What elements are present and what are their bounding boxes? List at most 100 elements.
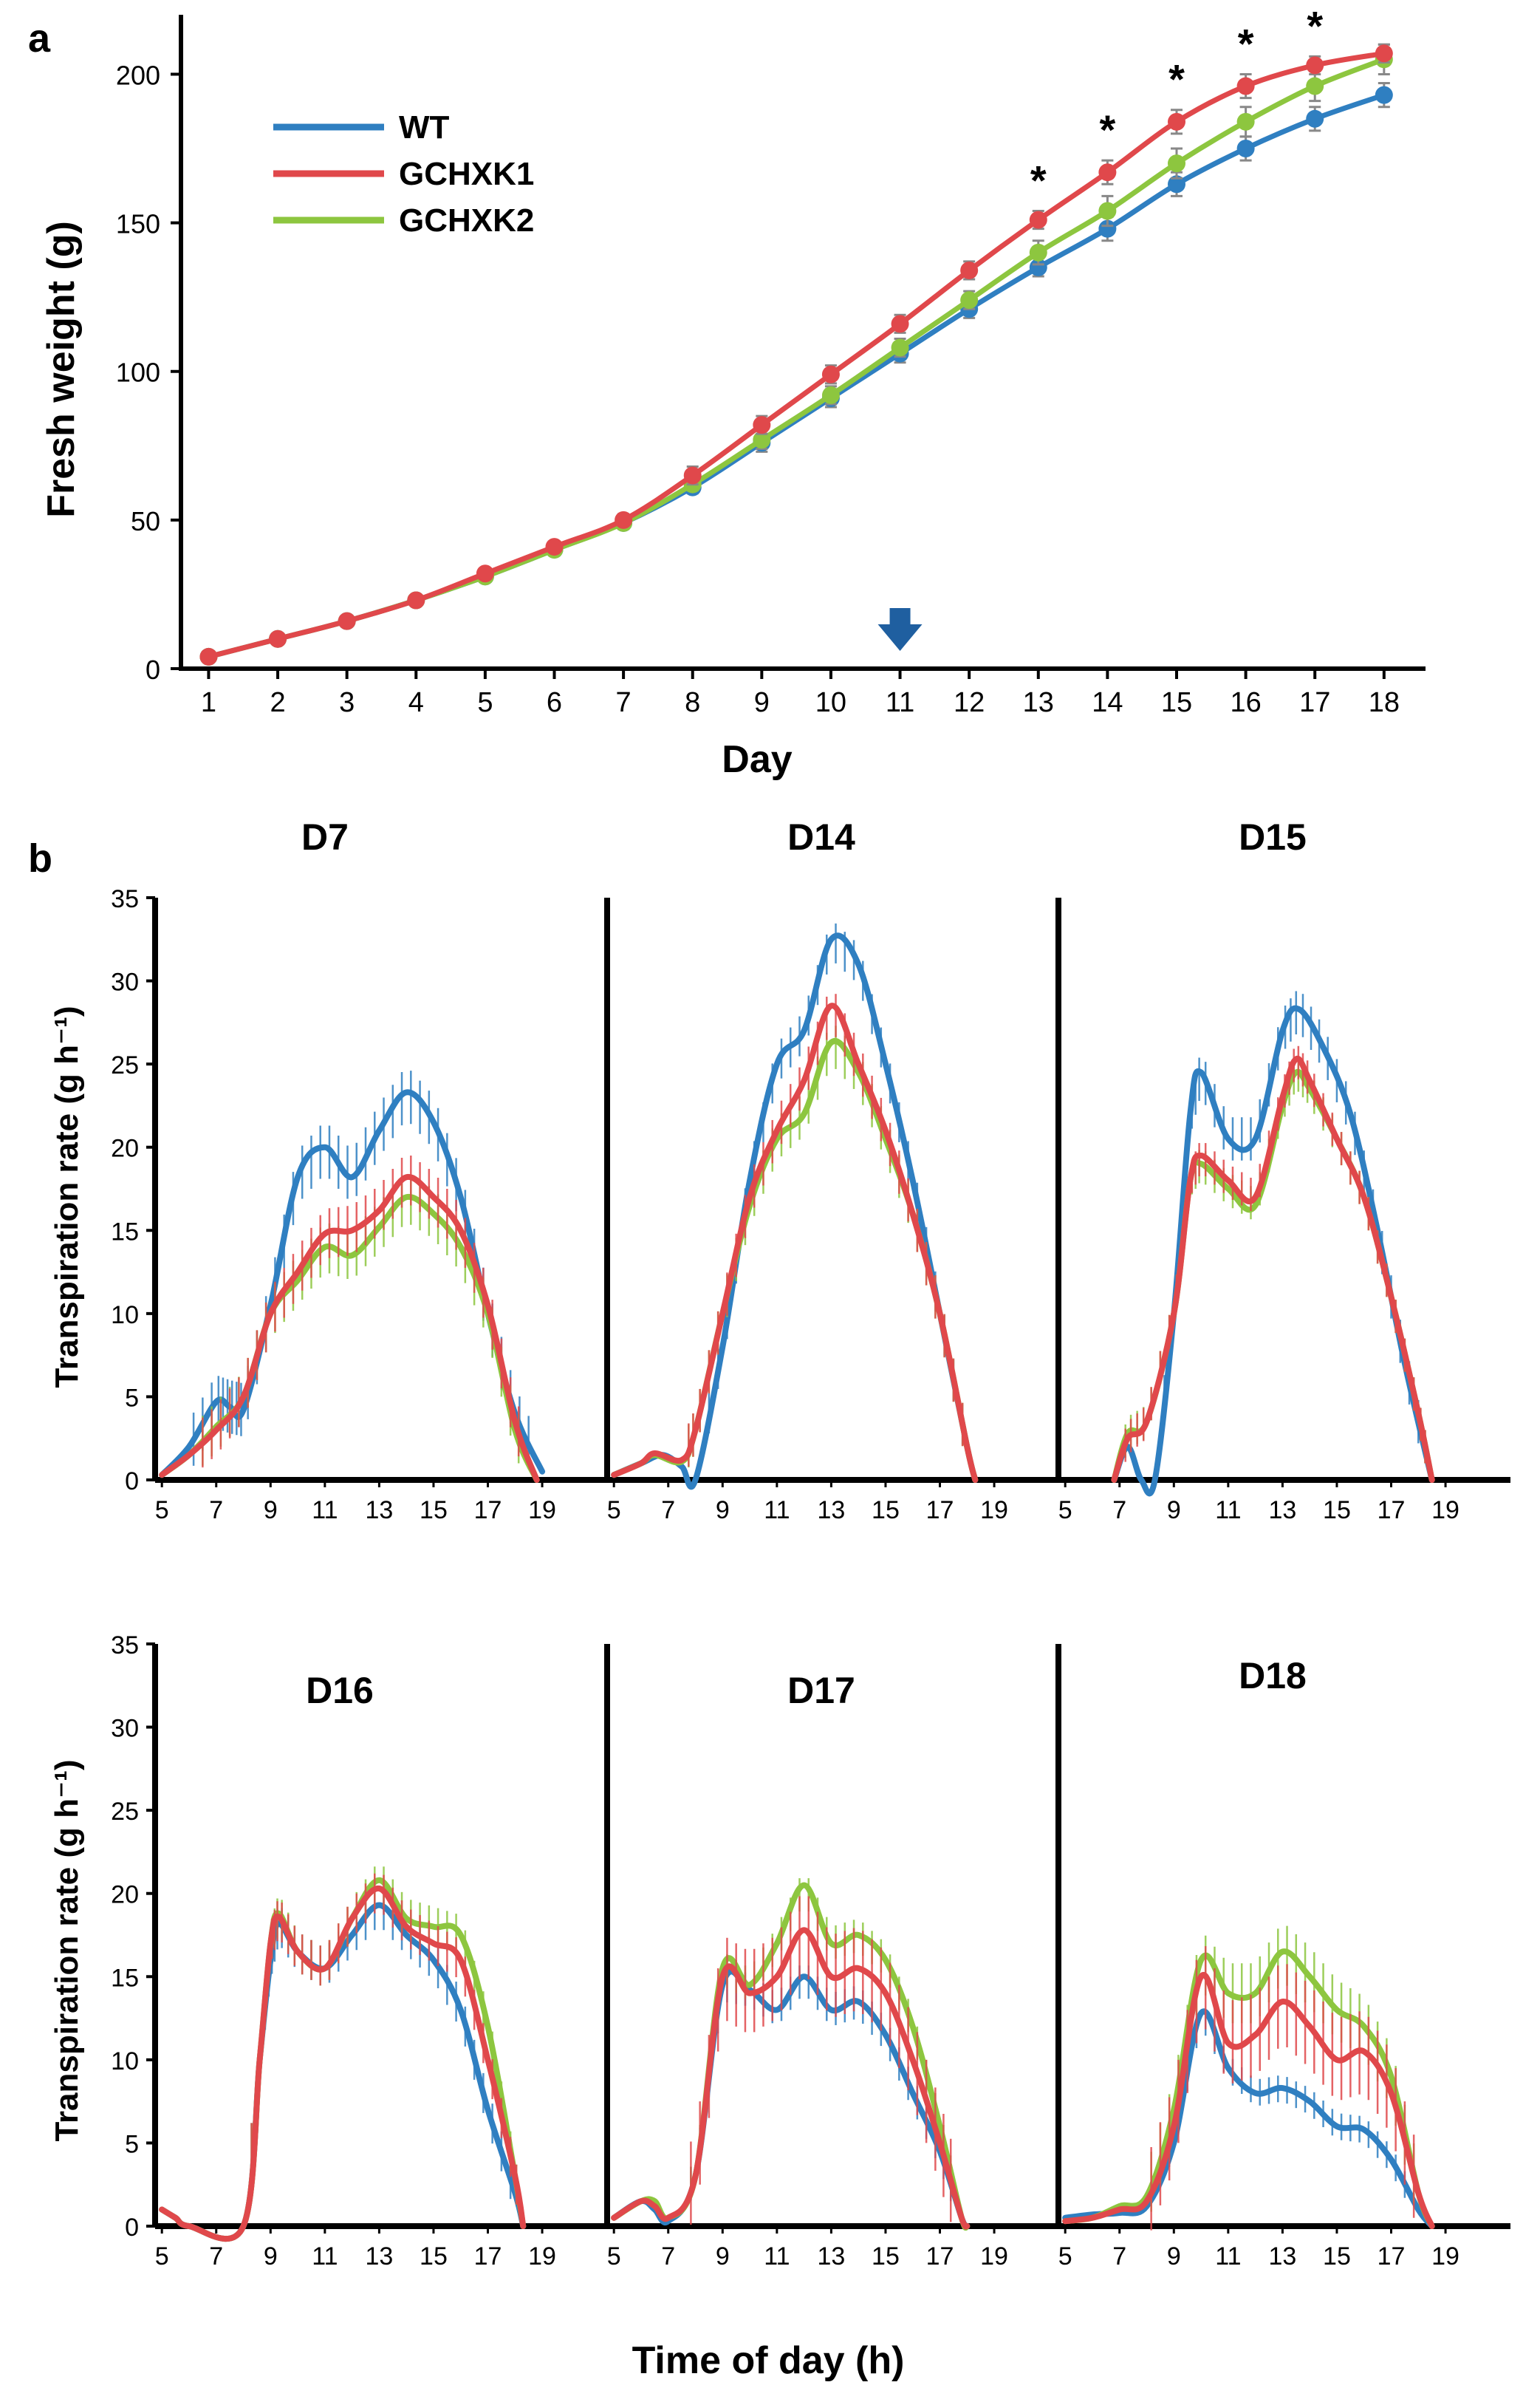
y-tick-label: 50 — [131, 506, 160, 536]
series-gchxk1 — [159, 1873, 527, 2242]
transpiration-chart-d15: 5 7 9 11 13 15 17 19 D15 — [1055, 816, 1459, 1524]
x-tick-label: 13 — [365, 1496, 393, 1524]
y-tick-label: 15 — [111, 1964, 139, 1992]
y-tick-label: 25 — [111, 1798, 139, 1826]
significance-asterisk: * — [1168, 56, 1185, 103]
transpiration-chart-d14: 5 7 9 11 13 15 17 19 D14 — [604, 816, 1008, 1524]
x-tick-label: 15 — [872, 2242, 900, 2270]
transpiration-charts: Transpiration rate (g h⁻¹) Transpiration… — [49, 816, 1510, 2382]
y-tick-label: 35 — [111, 885, 139, 913]
y-tick-label: 10 — [111, 1301, 139, 1329]
y-tick-label: 0 — [125, 1467, 139, 1495]
data-point-wt — [1098, 219, 1117, 238]
legend-label-gchxk2: GCHXK2 — [399, 202, 534, 239]
chart-title-d18: D18 — [1239, 1655, 1307, 1696]
y-tick-label: 200 — [116, 60, 160, 90]
data-point-gchxk1 — [1168, 112, 1185, 131]
x-tick-label: 17 — [1378, 2242, 1406, 2270]
significance-asterisk: * — [1238, 20, 1254, 66]
legend-label-gchxk1: GCHXK1 — [399, 156, 534, 192]
time-of-day-axis-title: Time of day (h) — [632, 2339, 905, 2382]
x-tick-label: 11 — [312, 2242, 338, 2270]
series-gchxk1 — [1062, 1946, 1435, 2231]
x-tick-label: 15 — [1323, 1496, 1351, 1524]
x-tick-label: 11 — [312, 1496, 338, 1524]
y-tick-label: 5 — [125, 2130, 139, 2158]
x-tick-label: 13 — [365, 2242, 393, 2270]
series-gchxk1 — [611, 1896, 971, 2230]
treatment-arrow-icon — [877, 608, 923, 651]
y-tick-label: 10 — [111, 2047, 139, 2075]
x-tick-label: 11 — [764, 2242, 790, 2270]
series-gchxk1 — [1111, 1045, 1435, 1483]
x-tick-label: 8 — [685, 687, 700, 718]
x-tick-label: 11 — [886, 687, 914, 718]
bottom-row-y-axis-title: Transpiration rate (g h⁻¹) — [49, 1759, 85, 2141]
series-wt — [611, 923, 979, 1490]
series-line-gchxk1 — [611, 1003, 979, 1483]
x-tick-label: 5 — [1058, 1496, 1072, 1524]
series-line-gchxk1 — [159, 1886, 527, 2242]
data-point-gchxk2 — [753, 431, 771, 449]
x-tick-label: 19 — [980, 2242, 1008, 2270]
data-point-gchxk1 — [960, 261, 979, 279]
x-tick-label: 9 — [716, 2242, 730, 2270]
data-point-gchxk1 — [1306, 56, 1324, 75]
y-tick-label: 35 — [111, 1631, 139, 1659]
x-tick-label: 19 — [528, 2242, 556, 2270]
x-tick-label: 17 — [1299, 687, 1330, 718]
x-tick-label: 9 — [264, 1496, 278, 1524]
x-tick-label: 7 — [1112, 2242, 1126, 2270]
series-line-gchxk2 — [208, 57, 1386, 660]
series-line-gchxk2 — [1062, 1948, 1435, 2229]
series-line-gchxk1 — [159, 1174, 540, 1483]
transpiration-chart-d17: 5 7 9 11 13 15 17 19 D17 — [604, 1644, 1008, 2270]
y-tick-label: 20 — [111, 1135, 139, 1163]
chart-title-d15: D15 — [1239, 816, 1307, 858]
data-point-gchxk1 — [1375, 44, 1393, 63]
x-tick-label: 19 — [1431, 2242, 1459, 2270]
x-tick-label: 13 — [817, 2242, 845, 2270]
data-point-wt — [1236, 140, 1255, 158]
data-point-gchxk2 — [821, 386, 840, 404]
x-tick-label: 16 — [1230, 687, 1261, 718]
x-tick-label: 9 — [716, 1496, 730, 1524]
data-point-gchxk1 — [1236, 77, 1255, 95]
x-tick-label: 15 — [420, 2242, 448, 2270]
x-tick-label: 7 — [616, 687, 632, 718]
series-wt — [159, 1071, 546, 1478]
data-point-gchxk2 — [1029, 243, 1047, 262]
series-gchxk2 — [159, 1175, 540, 1483]
x-tick-label: 19 — [528, 1496, 556, 1524]
series-wt — [1111, 991, 1435, 1497]
series-line-gchxk1 — [1111, 1055, 1435, 1483]
x-tick-label: 15 — [420, 1496, 448, 1524]
data-point-gchxk1 — [476, 564, 494, 583]
data-point-gchxk1 — [615, 511, 633, 529]
fresh-weight-chart: Fresh weight (g) Day WT GCHXK1 GCHXK2 0 5… — [40, 2, 1426, 781]
series-line-wt — [208, 92, 1385, 660]
chart-title-d14: D14 — [787, 816, 855, 858]
panel-b-label: b — [28, 836, 52, 881]
data-point-gchxk1 — [1098, 163, 1117, 182]
x-tick-label: 5 — [607, 2242, 621, 2270]
series-gchxk1 — [159, 1155, 540, 1483]
y-tick-label: 5 — [125, 1384, 139, 1412]
x-tick-label: 4 — [408, 687, 424, 718]
x-tick-label: 5 — [1058, 2242, 1072, 2270]
chart-title-d7: D7 — [301, 816, 349, 858]
data-point-gchxk1 — [753, 416, 771, 434]
x-tick-label: 1 — [201, 687, 216, 718]
x-tick-label: 17 — [926, 2242, 954, 2270]
x-tick-label: 7 — [661, 2242, 675, 2270]
data-point-gchxk1 — [269, 629, 287, 648]
series-line-wt — [611, 932, 979, 1490]
x-tick-label: 15 — [1323, 2242, 1351, 2270]
legend: WT GCHXK1 GCHXK2 — [273, 109, 534, 239]
x-tick-label: 2 — [270, 687, 285, 718]
x-tick-label: 7 — [209, 1496, 223, 1524]
data-point-wt — [1375, 86, 1393, 104]
